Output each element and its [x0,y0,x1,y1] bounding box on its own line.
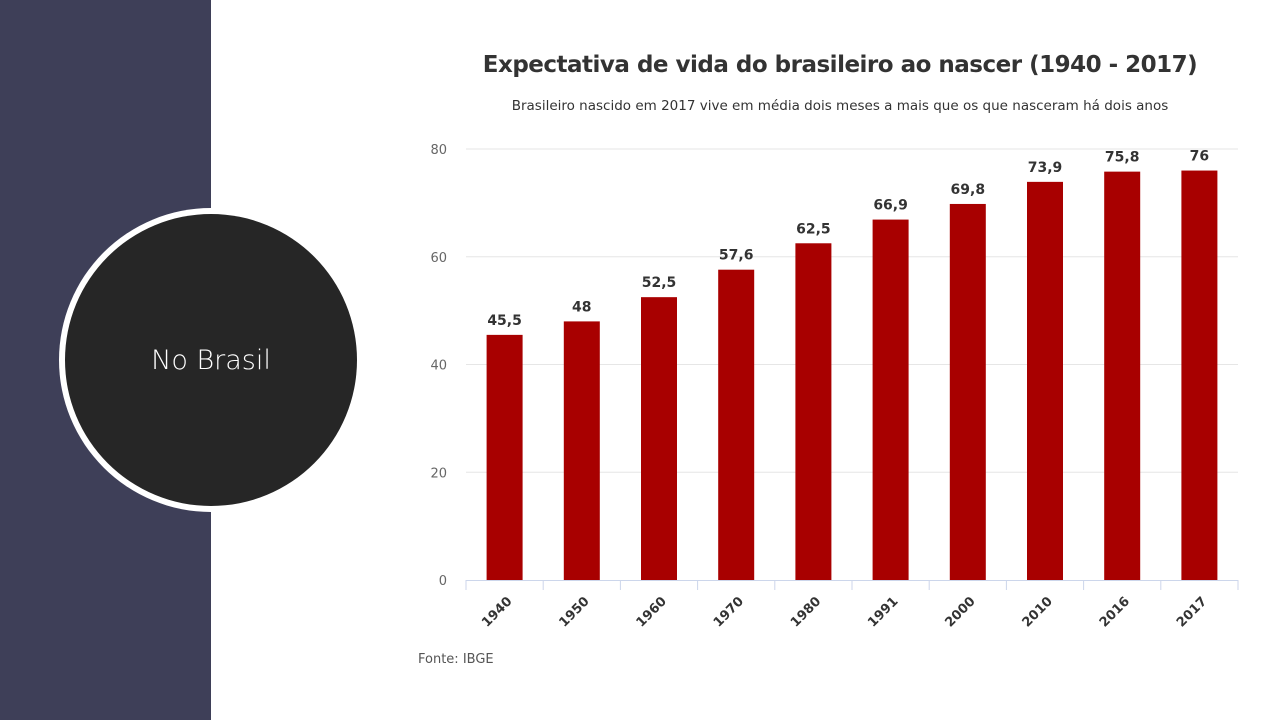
data-label: 73,9 [1028,160,1063,176]
bar [486,334,523,580]
y-tick-label: 0 [439,574,447,589]
data-label: 48 [572,299,591,315]
bar [795,243,832,580]
data-label: 75,8 [1105,150,1140,166]
data-label: 62,5 [796,221,831,237]
data-label: 45,5 [487,313,522,329]
x-tick-label: 1940 [479,594,515,630]
source-note: Fonte: IBGE [418,652,494,667]
x-tick-label: 1960 [634,594,670,630]
y-tick-label: 40 [430,359,447,374]
chart-title: Expectativa de vida do brasileiro ao nas… [482,52,1198,78]
x-tick-label: 1991 [865,594,901,630]
x-tick-label: 2016 [1097,594,1133,630]
x-tick-label: 1980 [788,594,824,630]
bar [1104,171,1141,580]
data-label: 76 [1190,149,1209,165]
data-label: 57,6 [719,248,754,264]
x-tick-label: 1970 [711,594,747,630]
x-tick-label: 2000 [942,594,978,630]
x-tick-label: 2017 [1174,594,1210,630]
data-label: 52,5 [642,275,677,291]
y-tick-label: 20 [430,466,447,481]
bar [1027,181,1063,580]
bar [563,321,600,580]
data-label: 69,8 [951,182,986,198]
bar [1181,170,1218,581]
bar [872,219,909,581]
bar [718,269,755,580]
data-label: 66,9 [873,198,908,214]
x-tick-label: 1950 [556,594,592,630]
circle-label: No Brasil [151,344,271,376]
y-tick-label: 60 [430,251,447,266]
bar [949,203,986,580]
section-circle: No Brasil [65,214,357,506]
bar [641,297,677,580]
chart-subtitle: Brasileiro nascido em 2017 vive em média… [511,98,1169,114]
y-tick-label: 80 [430,143,447,158]
x-tick-label: 2010 [1020,594,1056,630]
